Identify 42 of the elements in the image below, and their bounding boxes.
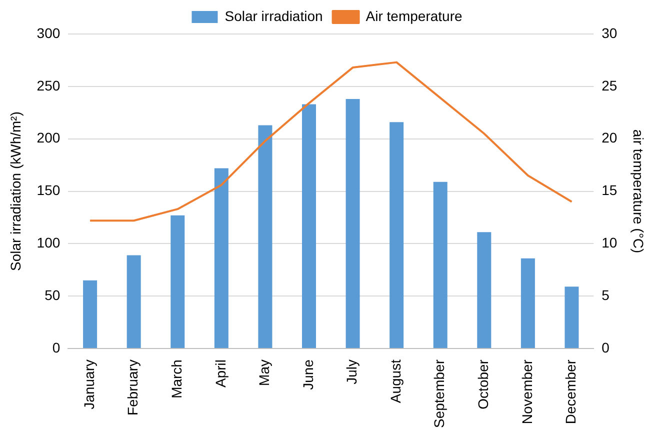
bar — [126, 255, 141, 348]
x-tick-label: February — [124, 360, 141, 416]
y-tick-label: 200 — [36, 130, 60, 146]
bar — [433, 182, 448, 348]
bar — [390, 122, 404, 348]
bar — [564, 286, 579, 348]
y-tick-label: 100 — [36, 234, 60, 251]
x-tick-label: June — [300, 359, 316, 390]
bar — [346, 99, 360, 348]
y-axis-title: Solar irradiation (kWh/m²) — [7, 112, 24, 271]
x-tick-label: April — [212, 360, 228, 388]
y-tick-label: 250 — [36, 77, 60, 94]
bar — [214, 168, 228, 348]
y2-tick-label: 30 — [602, 24, 618, 41]
legend-label: Air temperature — [366, 8, 462, 24]
bar — [83, 280, 98, 348]
bar — [477, 232, 492, 348]
bar — [170, 215, 185, 348]
y2-axis-title: air temperature (°C) — [630, 129, 647, 254]
legend-label: Solar irradiation — [224, 8, 323, 24]
y2-tick-label: 20 — [602, 130, 618, 146]
y2-tick-label: 10 — [602, 234, 618, 251]
bar — [258, 125, 272, 348]
x-tick-label: May — [256, 360, 272, 386]
y2-tick-label: 15 — [602, 182, 618, 198]
y2-tick-label: 5 — [602, 286, 610, 303]
y-tick-label: 300 — [36, 24, 60, 41]
x-tick-label: September — [431, 359, 448, 428]
x-tick-label: December — [562, 359, 579, 424]
bar — [520, 258, 535, 348]
y-tick-label: 50 — [44, 286, 60, 303]
bar — [302, 104, 316, 348]
x-tick-label: August — [387, 359, 404, 404]
x-tick-label: October — [475, 359, 492, 410]
y2-tick-label: 25 — [602, 77, 618, 94]
x-tick-label: November — [518, 359, 535, 424]
y2-tick-label: 0 — [602, 339, 610, 356]
y-tick-label: 0 — [52, 339, 60, 356]
x-tick-label: July — [344, 360, 360, 384]
y-tick-label: 150 — [36, 182, 60, 198]
x-tick-label: March — [168, 360, 184, 398]
x-tick-label: January — [80, 360, 97, 410]
